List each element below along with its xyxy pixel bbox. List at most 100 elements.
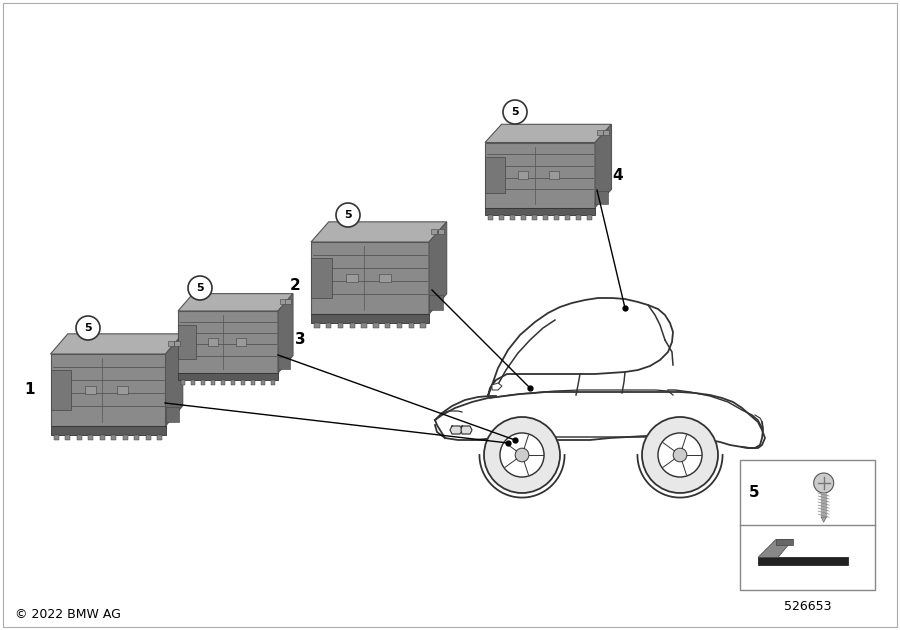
Bar — [565, 215, 570, 220]
Text: 5: 5 — [196, 283, 203, 293]
Bar — [576, 215, 581, 220]
Bar — [174, 341, 180, 346]
Polygon shape — [429, 222, 446, 314]
Circle shape — [503, 100, 527, 124]
Bar — [158, 435, 162, 440]
Bar — [54, 435, 58, 440]
Text: 5: 5 — [344, 210, 352, 220]
Bar — [374, 323, 379, 328]
Bar — [595, 191, 608, 203]
Bar — [362, 323, 367, 328]
Bar — [603, 130, 608, 135]
Text: 5: 5 — [85, 323, 92, 333]
Bar — [278, 357, 290, 369]
Bar — [385, 323, 391, 328]
Bar — [380, 273, 391, 282]
Polygon shape — [50, 334, 183, 354]
Polygon shape — [758, 539, 793, 558]
Bar — [431, 229, 437, 234]
Text: 4: 4 — [613, 168, 624, 183]
Bar — [532, 215, 537, 220]
Polygon shape — [435, 392, 765, 448]
Polygon shape — [595, 124, 611, 207]
Bar — [420, 323, 426, 328]
Polygon shape — [485, 124, 611, 142]
Polygon shape — [178, 311, 278, 373]
Bar — [549, 171, 559, 179]
Bar — [518, 171, 528, 179]
Bar — [587, 215, 592, 220]
Bar — [284, 299, 291, 304]
Text: 2: 2 — [290, 277, 301, 292]
Bar — [100, 435, 105, 440]
Bar — [88, 435, 94, 440]
Polygon shape — [311, 242, 429, 314]
Bar — [409, 323, 414, 328]
Bar — [338, 323, 343, 328]
Bar — [314, 323, 319, 328]
Bar — [499, 215, 504, 220]
Polygon shape — [488, 298, 673, 396]
Bar — [230, 381, 235, 385]
Text: © 2022 BMW AG: © 2022 BMW AG — [15, 609, 121, 622]
Bar — [122, 435, 128, 440]
Bar — [208, 338, 218, 346]
Bar — [349, 323, 355, 328]
Bar — [251, 381, 256, 385]
Circle shape — [188, 276, 212, 300]
Bar — [271, 381, 275, 385]
Bar — [65, 435, 70, 440]
Bar — [220, 381, 225, 385]
Circle shape — [500, 433, 544, 477]
Bar — [76, 435, 82, 440]
Text: 1: 1 — [25, 382, 35, 398]
Bar — [510, 215, 515, 220]
Circle shape — [336, 203, 360, 227]
Text: 526653: 526653 — [784, 600, 832, 612]
Polygon shape — [821, 517, 826, 522]
Bar — [311, 314, 429, 323]
Circle shape — [515, 448, 529, 462]
Bar — [181, 381, 185, 385]
Bar — [191, 381, 195, 385]
Polygon shape — [485, 142, 595, 207]
Bar — [543, 215, 548, 220]
Circle shape — [673, 448, 687, 462]
Bar — [178, 325, 196, 359]
Bar — [50, 426, 166, 435]
Polygon shape — [492, 383, 502, 390]
Circle shape — [76, 316, 100, 340]
Bar — [485, 157, 505, 193]
Bar — [111, 435, 116, 440]
Bar — [261, 381, 266, 385]
Bar — [146, 435, 151, 440]
Polygon shape — [821, 493, 826, 517]
Polygon shape — [758, 558, 848, 565]
Bar — [85, 386, 96, 394]
Text: 3: 3 — [294, 333, 305, 348]
Bar — [346, 273, 357, 282]
Circle shape — [484, 417, 560, 493]
Polygon shape — [166, 334, 183, 426]
Bar — [429, 295, 443, 310]
Bar — [280, 299, 285, 304]
Text: 5: 5 — [749, 485, 760, 500]
Bar — [240, 381, 246, 385]
Bar — [211, 381, 215, 385]
Circle shape — [814, 473, 833, 493]
Bar — [117, 386, 129, 394]
Bar — [488, 215, 493, 220]
Bar — [485, 207, 595, 215]
Bar — [134, 435, 140, 440]
Circle shape — [642, 417, 718, 493]
Bar — [597, 130, 603, 135]
Bar — [397, 323, 402, 328]
Bar — [236, 338, 246, 346]
Polygon shape — [450, 426, 462, 434]
Polygon shape — [461, 426, 472, 434]
Bar — [311, 258, 332, 298]
Polygon shape — [50, 354, 166, 426]
Circle shape — [658, 433, 702, 477]
Bar — [326, 323, 331, 328]
Polygon shape — [178, 294, 293, 311]
